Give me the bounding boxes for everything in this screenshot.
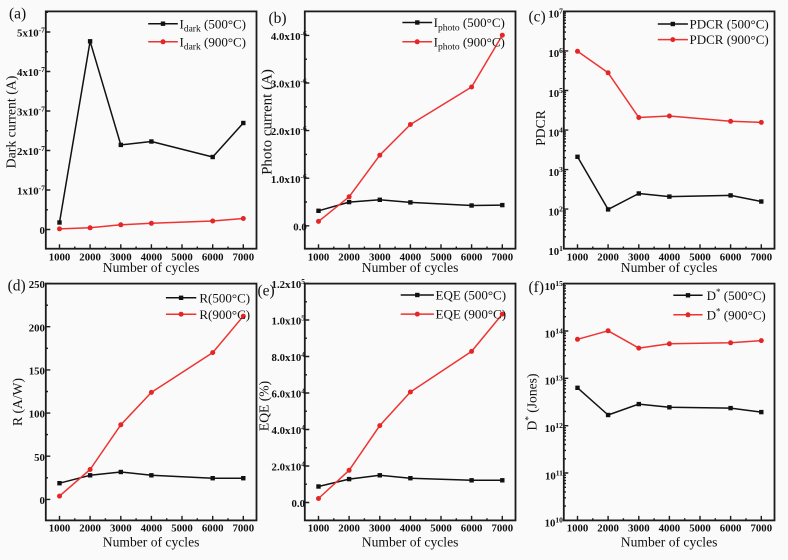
svg-text:Number of cycles: Number of cycles xyxy=(103,260,200,275)
svg-text:6000: 6000 xyxy=(202,523,224,535)
svg-text:4000: 4000 xyxy=(141,251,163,263)
svg-text:Number of cycles: Number of cycles xyxy=(362,260,459,275)
svg-text:(d): (d) xyxy=(8,277,26,294)
svg-text:7000: 7000 xyxy=(751,251,773,263)
svg-text:3x10-7: 3x10-7 xyxy=(17,105,45,119)
svg-text:1000: 1000 xyxy=(567,523,589,535)
svg-text:1.2x105: 1.2x105 xyxy=(272,277,306,291)
svg-text:6000: 6000 xyxy=(720,251,742,263)
svg-text:Number of cycles: Number of cycles xyxy=(362,534,459,549)
svg-text:0: 0 xyxy=(39,225,44,237)
svg-text:1.0x105: 1.0x105 xyxy=(272,314,306,328)
svg-text:R(900°C): R(900°C) xyxy=(199,307,250,322)
svg-text:7000: 7000 xyxy=(492,251,514,263)
svg-text:0: 0 xyxy=(39,495,44,507)
svg-text:(c): (c) xyxy=(529,9,546,26)
svg-text:D* (500°C): D* (500°C) xyxy=(707,287,766,303)
svg-text:4x10-7: 4x10-7 xyxy=(17,65,45,79)
svg-text:(b): (b) xyxy=(269,10,287,27)
svg-text:EQE (%): EQE (%) xyxy=(257,381,273,431)
svg-text:2000: 2000 xyxy=(597,251,619,263)
svg-text:1x10-7: 1x10-7 xyxy=(17,184,45,198)
svg-text:6000: 6000 xyxy=(202,251,224,263)
svg-text:6000: 6000 xyxy=(461,251,483,263)
svg-text:4000: 4000 xyxy=(400,523,422,535)
svg-text:3000: 3000 xyxy=(369,251,391,263)
svg-text:7000: 7000 xyxy=(233,523,255,535)
svg-text:3000: 3000 xyxy=(628,251,650,263)
svg-text:4000: 4000 xyxy=(141,523,163,535)
svg-text:EQE (900°C): EQE (900°C) xyxy=(436,307,507,322)
svg-text:5000: 5000 xyxy=(171,523,193,535)
svg-text:Number of cycles: Number of cycles xyxy=(103,534,200,549)
svg-text:2000: 2000 xyxy=(79,251,101,263)
svg-text:5000: 5000 xyxy=(430,251,452,263)
svg-text:5000: 5000 xyxy=(430,523,452,535)
svg-text:150: 150 xyxy=(29,366,45,378)
svg-text:R(500°C): R(500°C) xyxy=(199,290,250,305)
svg-text:1.0x10-6: 1.0x10-6 xyxy=(271,172,307,186)
svg-text:PDCR (900°C): PDCR (900°C) xyxy=(690,32,769,47)
svg-text:250: 250 xyxy=(29,279,45,291)
svg-text:0.0: 0.0 xyxy=(292,498,306,510)
svg-text:4.0x104: 4.0x104 xyxy=(272,423,306,437)
svg-text:6000: 6000 xyxy=(461,523,483,535)
svg-text:2.0x104: 2.0x104 xyxy=(272,460,306,474)
svg-text:2000: 2000 xyxy=(79,523,101,535)
svg-text:100: 100 xyxy=(29,409,45,421)
svg-text:PDCR: PDCR xyxy=(533,109,548,145)
svg-text:PDCR (500°C): PDCR (500°C) xyxy=(690,17,769,32)
svg-text:2x10-7: 2x10-7 xyxy=(17,144,45,158)
svg-text:3000: 3000 xyxy=(628,523,650,535)
svg-text:200: 200 xyxy=(29,322,45,334)
svg-text:1000: 1000 xyxy=(49,523,71,535)
svg-text:3000: 3000 xyxy=(110,523,132,535)
svg-text:D* (Jones): D* (Jones) xyxy=(523,374,540,431)
svg-text:50: 50 xyxy=(34,452,45,464)
svg-text:5000: 5000 xyxy=(689,523,711,535)
svg-text:D* (900°C): D* (900°C) xyxy=(707,306,766,322)
svg-text:7000: 7000 xyxy=(492,523,514,535)
svg-text:Number of cycles: Number of cycles xyxy=(621,534,718,549)
svg-text:2000: 2000 xyxy=(597,523,619,535)
svg-text:5000: 5000 xyxy=(171,251,193,263)
svg-text:Dark current (A): Dark current (A) xyxy=(4,76,20,169)
svg-text:1000: 1000 xyxy=(49,251,71,263)
svg-text:1000: 1000 xyxy=(567,251,589,263)
svg-text:4.0x10-6: 4.0x10-6 xyxy=(271,29,307,43)
svg-text:EQE (500°C): EQE (500°C) xyxy=(436,288,507,303)
svg-text:4000: 4000 xyxy=(659,523,681,535)
svg-text:8.0x104: 8.0x104 xyxy=(272,350,306,364)
svg-text:6.0x104: 6.0x104 xyxy=(272,387,306,401)
svg-text:7000: 7000 xyxy=(233,251,255,263)
svg-text:1000: 1000 xyxy=(308,523,330,535)
svg-text:1000: 1000 xyxy=(308,251,330,263)
svg-text:2.0x10-6: 2.0x10-6 xyxy=(271,124,307,138)
svg-text:Photo current (A): Photo current (A) xyxy=(260,69,276,175)
svg-text:4000: 4000 xyxy=(400,251,422,263)
svg-text:0.0: 0.0 xyxy=(293,221,307,233)
svg-text:(f): (f) xyxy=(529,279,545,296)
svg-text:7000: 7000 xyxy=(751,523,773,535)
svg-text:3000: 3000 xyxy=(369,523,391,535)
svg-text:R (A/W): R (A/W) xyxy=(10,378,26,426)
svg-text:5x10-7: 5x10-7 xyxy=(17,26,45,40)
svg-text:3.0x10-6: 3.0x10-6 xyxy=(271,77,307,91)
svg-text:5000: 5000 xyxy=(689,251,711,263)
svg-text:Number of cycles: Number of cycles xyxy=(621,260,718,275)
svg-text:(a): (a) xyxy=(9,6,26,23)
svg-text:3000: 3000 xyxy=(110,251,132,263)
svg-text:2000: 2000 xyxy=(338,523,360,535)
svg-text:6000: 6000 xyxy=(720,523,742,535)
svg-text:(e): (e) xyxy=(258,282,275,299)
svg-text:4000: 4000 xyxy=(659,251,681,263)
svg-text:2000: 2000 xyxy=(338,251,360,263)
